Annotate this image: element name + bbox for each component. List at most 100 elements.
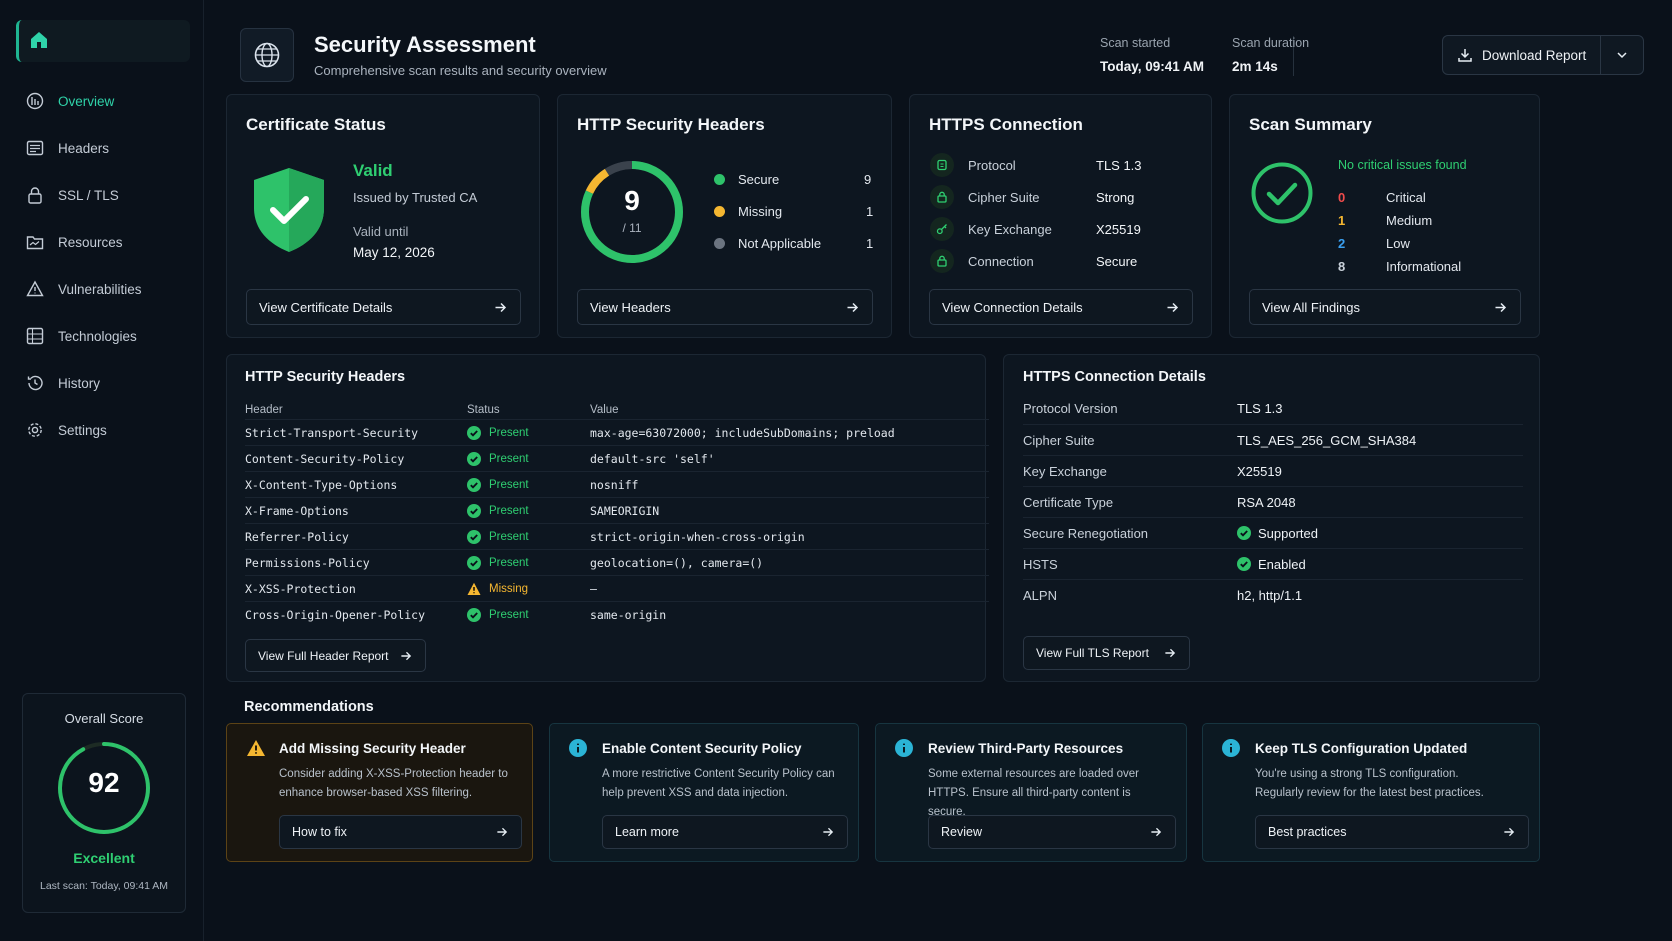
sidebar-item-label: Technologies — [58, 329, 137, 344]
column-header: Status — [467, 404, 500, 416]
home-button[interactable] — [16, 20, 190, 62]
view-full-header-report-button[interactable]: View Full Header Report — [245, 639, 426, 672]
summary-count: 8 — [1338, 259, 1346, 274]
header-status: Present — [467, 425, 590, 440]
sidebar-item-vulnerabilities[interactable]: Vulnerabilities — [0, 266, 204, 313]
recommendation-action-button[interactable]: Review — [928, 815, 1176, 849]
scan-started: Scan started Today, 09:41 AM — [1100, 36, 1204, 74]
details-row: Protocol Version TLS 1.3 — [1023, 393, 1523, 424]
recommendation-card: Review Third-Party Resources Some externa… — [875, 723, 1187, 862]
https-row-protocol: Protocol TLS 1.3 — [930, 152, 1142, 178]
recommendation-action-button[interactable]: Learn more — [602, 815, 848, 849]
overview-icon — [26, 92, 44, 110]
recommendation-action-button[interactable]: How to fix — [279, 815, 522, 849]
download-options-button[interactable] — [1601, 49, 1643, 61]
details-row: Cipher Suite TLS_AES_256_GCM_SHA384 — [1023, 424, 1523, 455]
view-certificate-details-button[interactable]: View Certificate Details — [246, 289, 521, 325]
recommendation-description: Consider adding X-XSS-Protection header … — [279, 768, 508, 799]
header-status: Present — [467, 477, 590, 492]
header-value: geolocation=(), camera=() — [590, 555, 764, 570]
details-value-wrap: Enabled — [1237, 557, 1306, 572]
arrow-right-icon — [1503, 826, 1515, 838]
view-headers-button[interactable]: View Headers — [577, 289, 873, 325]
headers-icon — [26, 139, 44, 157]
details-value: Supported — [1258, 525, 1318, 541]
page-title: Security Assessment — [314, 32, 536, 57]
recommendation-title: Review Third-Party Resources — [928, 741, 1124, 756]
https-row-connection: Connection Secure — [930, 248, 1137, 274]
sidebar-item-label: History — [58, 376, 101, 391]
button-label: View All Findings — [1262, 299, 1361, 315]
recommendation-title: Enable Content Security Policy — [602, 741, 802, 756]
summary-row-low: 2 Low — [1338, 236, 1410, 251]
arrow-right-icon — [494, 301, 507, 314]
legend-value: 9 — [864, 172, 872, 187]
header-status: Present — [467, 529, 590, 544]
view-all-findings-button[interactable]: View All Findings — [1249, 289, 1521, 325]
sidebar-item-technologies[interactable]: Technologies — [0, 313, 204, 360]
headers-donut: 9 / 11 — [578, 158, 686, 266]
view-full-tls-report-button[interactable]: View Full TLS Report — [1023, 636, 1190, 670]
sidebar-item-resources[interactable]: Resources — [0, 219, 204, 266]
button-label: Best practices — [1268, 825, 1347, 839]
recommendation-title: Keep TLS Configuration Updated — [1255, 741, 1468, 756]
arrow-right-icon — [400, 650, 412, 662]
header-status: Present — [467, 607, 590, 622]
sidebar-item-label: Settings — [58, 423, 107, 438]
sidebar-item-overview[interactable]: Overview — [0, 78, 204, 125]
sidebar-item-ssl-tls[interactable]: SSL / TLS — [0, 172, 204, 219]
table-row: Permissions-Policy Present geolocation=(),… — [245, 549, 989, 575]
check-circle-icon — [467, 555, 481, 570]
summary-label: Low — [1386, 236, 1410, 251]
details-value: Enabled — [1258, 556, 1306, 572]
table-row: Content-Security-Policy Present default-sr… — [245, 445, 989, 471]
last-scan-text: Last scan: Today, 09:41 AM — [39, 880, 169, 892]
check-circle-icon — [467, 607, 481, 622]
download-report-button[interactable]: Download Report — [1443, 36, 1601, 74]
header-name: Referrer-Policy — [245, 529, 349, 544]
header-divider — [1293, 36, 1294, 76]
summary-label: Medium — [1386, 213, 1433, 228]
scan-started-label: Scan started — [1100, 36, 1171, 50]
button-label: View Headers — [590, 299, 671, 315]
details-value: h2, http/1.1 — [1237, 587, 1303, 603]
sidebar-item-settings[interactable]: Settings — [0, 407, 204, 454]
button-label: Review — [941, 825, 982, 839]
header-value: SAMEORIGIN — [590, 503, 660, 518]
sidebar-item-label: Resources — [58, 235, 123, 250]
info-icon — [1222, 739, 1240, 757]
scan-summary-card: Scan Summary No critical issues found 0 C… — [1229, 94, 1540, 338]
details-label: Cipher Suite — [1023, 432, 1095, 448]
technologies-icon — [26, 327, 44, 345]
status-text: Present — [489, 556, 529, 569]
details-label: Protocol Version — [1023, 401, 1118, 416]
arrow-right-icon — [1166, 301, 1179, 314]
certificate-status-card: Certificate Status Valid Issued by Trust… — [226, 94, 540, 338]
check-circle-icon — [1250, 161, 1314, 225]
button-label: View Full Header Report — [258, 648, 389, 663]
button-label: Learn more — [615, 825, 679, 839]
legend-label: Secure — [738, 172, 780, 187]
scan-started-value: Today, 09:41 AM — [1100, 59, 1205, 74]
button-label: View Certificate Details — [259, 299, 393, 315]
header-name: X-Frame-Options — [245, 503, 349, 518]
button-label: View Full TLS Report — [1036, 646, 1149, 660]
page-header: Security Assessment Comprehensive scan r… — [240, 24, 1644, 84]
recommendation-action-button[interactable]: Best practices — [1255, 815, 1529, 849]
sidebar: Overview Headers SSL / TLS Resources Vul… — [0, 0, 204, 941]
header-value: default-src 'self' — [590, 451, 715, 466]
details-value-wrap: TLS 1.3 — [1237, 401, 1283, 416]
https-row-label: Connection — [968, 253, 1034, 269]
sidebar-item-headers[interactable]: Headers — [0, 125, 204, 172]
headers-table-card: HTTP Security Headers Header Status Valu… — [226, 354, 989, 682]
scan-duration: Scan duration 2m 14s — [1232, 36, 1309, 74]
details-label: HSTS — [1023, 556, 1058, 572]
sidebar-item-label: Vulnerabilities — [58, 282, 142, 297]
page-subtitle: Comprehensive scan results and security … — [314, 63, 607, 78]
download-report-label: Download Report — [1482, 47, 1587, 63]
details-value-wrap: RSA 2048 — [1237, 495, 1296, 510]
legend-missing: Missing — [714, 204, 782, 219]
sidebar-item-history[interactable]: History — [0, 360, 204, 407]
recommendation-card: Add Missing Security Header Consider addi… — [226, 723, 533, 862]
view-connection-details-button[interactable]: View Connection Details — [929, 289, 1193, 325]
